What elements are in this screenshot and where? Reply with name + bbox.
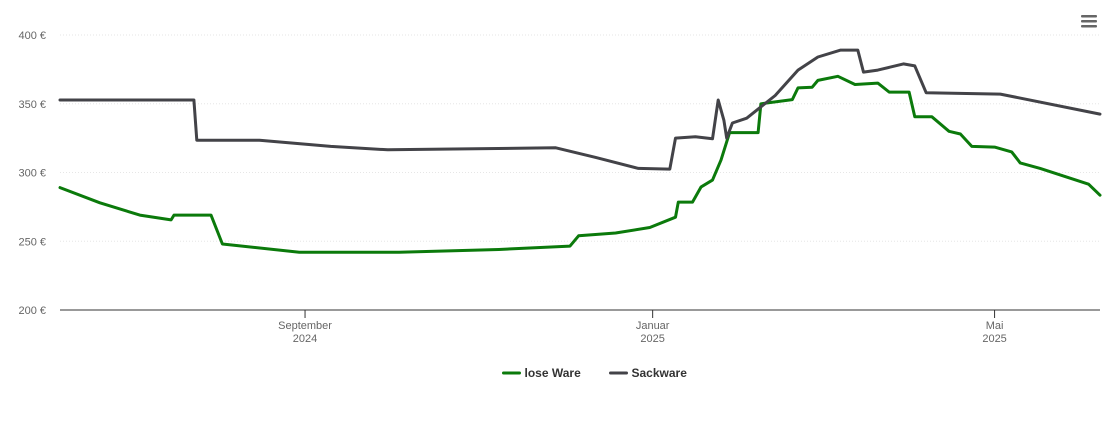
x-tick-label-line: 2025 (640, 333, 664, 345)
y-tick-label: 250 € (18, 236, 46, 248)
menu-bar[interactable] (1081, 20, 1097, 23)
legend: lose Ware Sackware (502, 366, 688, 380)
y-tick-label: 400 € (18, 30, 46, 42)
y-tick-label: 200 € (18, 305, 46, 317)
x-tick-label: Mai 2025 (982, 320, 1006, 345)
x-tick-label: September 2024 (278, 320, 332, 345)
x-tick-label: Januar 2025 (636, 320, 670, 345)
x-tick-label-line: 2025 (982, 333, 1006, 345)
x-tick-label-line: Mai (986, 320, 1004, 332)
x-tick-label-line: 2024 (293, 333, 317, 345)
series-line (58, 48, 1102, 171)
legend-label: Sackware (632, 366, 688, 380)
series-line (58, 74, 1102, 254)
menu-icon[interactable] (1081, 15, 1097, 28)
menu-bar[interactable] (1081, 25, 1097, 28)
legend-label: lose Ware (525, 366, 582, 380)
y-tick-label: 350 € (18, 99, 46, 111)
y-tick-label: 300 € (18, 168, 46, 180)
x-tick-label-line: September (278, 320, 332, 332)
x-tick-label-line: Januar (636, 320, 670, 332)
menu-bar[interactable] (1081, 15, 1097, 18)
